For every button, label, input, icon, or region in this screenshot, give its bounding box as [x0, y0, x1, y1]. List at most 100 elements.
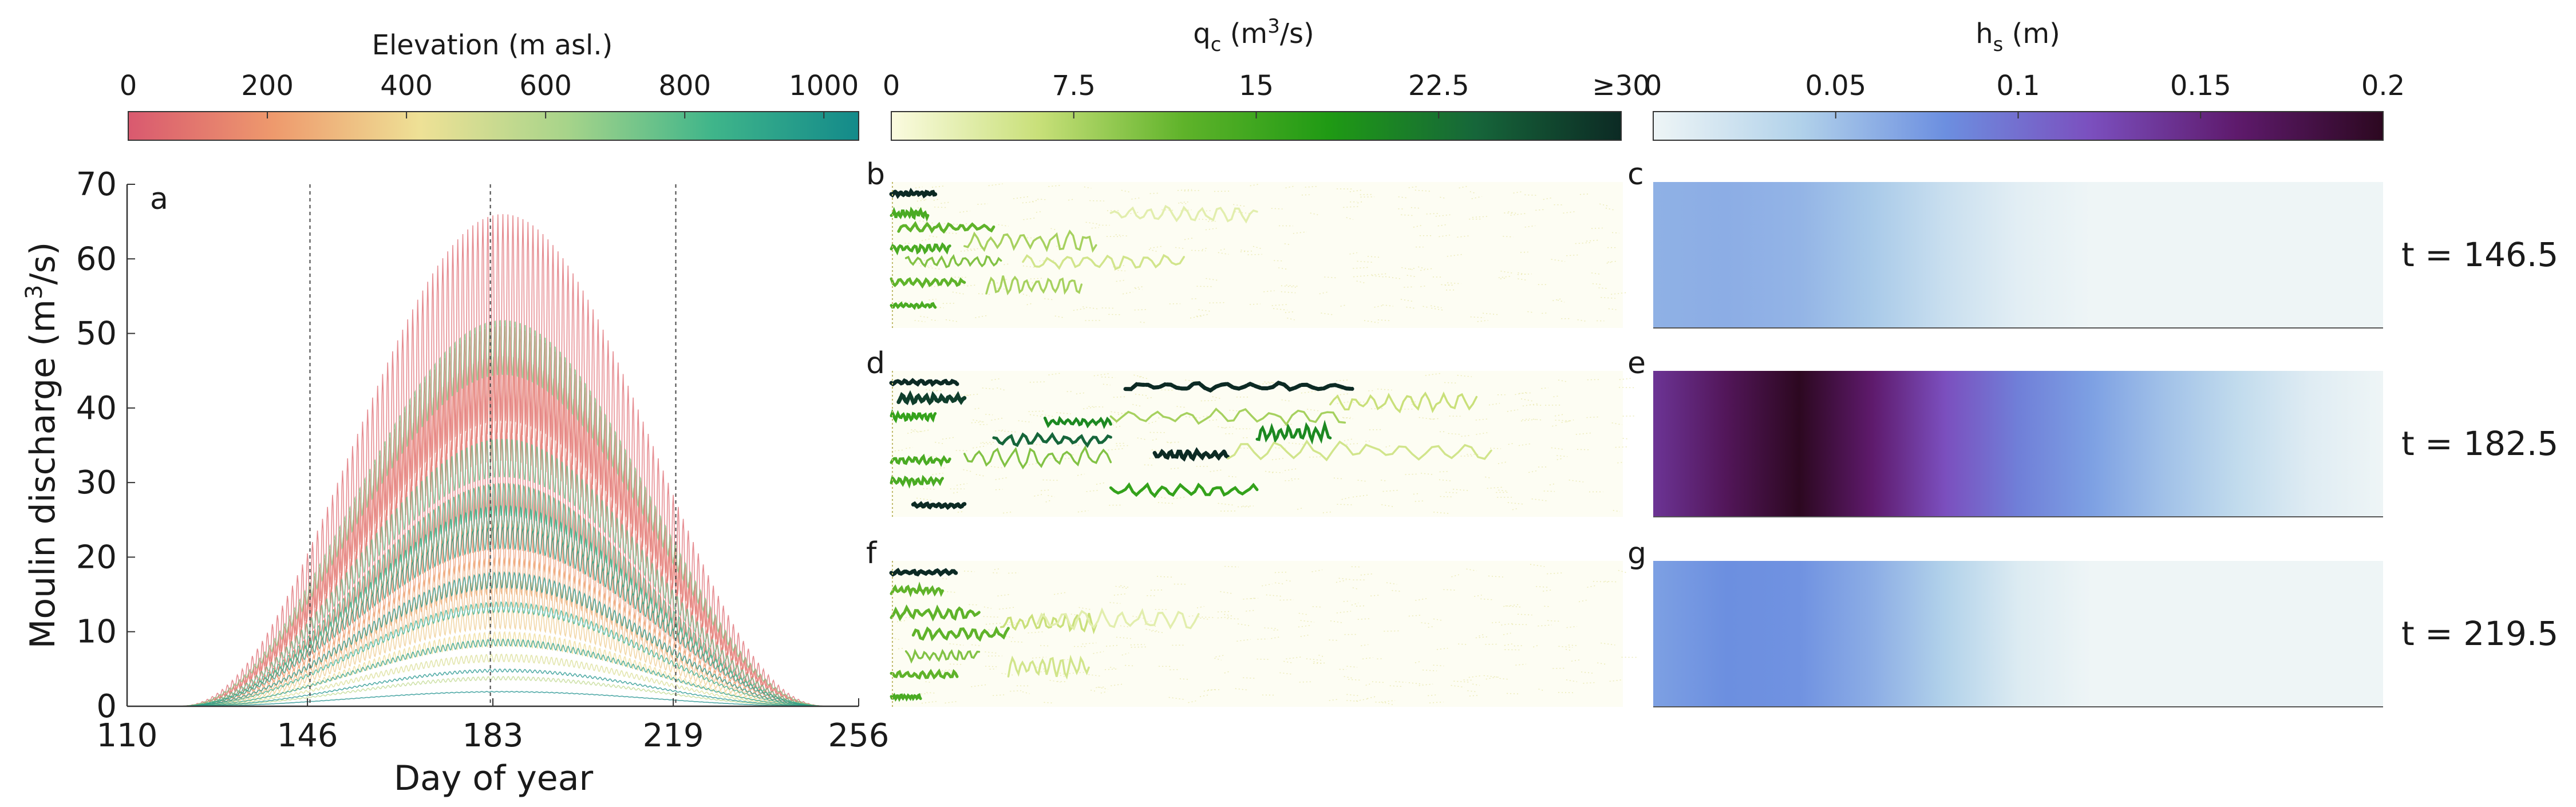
mesh-edge	[1093, 373, 1109, 377]
mesh-edge	[1130, 644, 1145, 646]
mesh-edge	[1151, 589, 1164, 591]
mesh-edge	[1619, 387, 1635, 389]
mesh-edge	[945, 232, 959, 234]
mesh-edge	[1298, 624, 1311, 628]
time-label-2: t = 182.5	[2401, 424, 2558, 463]
mesh-edge	[967, 284, 976, 287]
mesh-edge	[1056, 412, 1071, 414]
hs-title-sub: s	[1993, 33, 2004, 56]
mesh-edge	[1220, 248, 1227, 251]
mesh-edge	[1361, 644, 1369, 647]
mesh-edge	[1018, 420, 1032, 423]
discharge-series-line	[137, 571, 854, 706]
mesh-edge	[1313, 661, 1322, 664]
mesh-edge	[1218, 503, 1233, 506]
mesh-edge	[1336, 379, 1349, 382]
mesh-edge	[957, 282, 966, 286]
mesh-edge	[954, 394, 970, 396]
mesh-edge	[931, 185, 946, 188]
map-b-background	[891, 182, 1623, 328]
mesh-edge	[1273, 629, 1280, 631]
y-tick-label: 0	[96, 688, 117, 725]
mesh-edge	[1344, 676, 1352, 679]
mesh-edge	[1605, 207, 1614, 211]
mesh-edge	[1078, 607, 1093, 611]
mesh-edge	[1377, 319, 1392, 322]
mesh-edge	[1483, 675, 1500, 678]
mesh-edge	[1246, 610, 1255, 612]
map-e-sheet	[1653, 371, 2383, 517]
mesh-edge	[1504, 643, 1514, 646]
discharge-series-line	[137, 438, 854, 706]
mesh-edge	[1385, 445, 1392, 448]
mesh-edge	[1541, 387, 1548, 389]
mesh-edge	[1547, 620, 1561, 622]
elevation-colorbar-ticks: 0 200 400 600 800 1000	[120, 70, 859, 118]
qc-tick-label: 15	[1239, 70, 1274, 102]
map-f-channels	[889, 564, 1637, 706]
mesh-edge	[1077, 473, 1085, 476]
mesh-edge	[1544, 606, 1551, 607]
mesh-edge	[1082, 642, 1097, 644]
mesh-edge	[1409, 267, 1417, 270]
hs-tick-label: 0.1	[1996, 70, 2040, 102]
mesh-edge	[1346, 700, 1360, 702]
mesh-edge	[1297, 507, 1304, 510]
y-tick-label: 30	[76, 464, 117, 501]
panel-label-b: b	[866, 157, 885, 192]
mesh-edge	[1507, 502, 1524, 505]
map-b-channels	[889, 183, 1626, 323]
mesh-edge	[1556, 458, 1563, 460]
elevation-tick-label: 1000	[789, 70, 859, 102]
mesh-edge	[1086, 489, 1100, 492]
mesh-edge	[943, 221, 950, 224]
mesh-edge	[1286, 284, 1299, 287]
mesh-edge	[1408, 186, 1419, 188]
mesh-edge	[1279, 672, 1294, 675]
mesh-edge	[1457, 374, 1472, 377]
mesh-edge	[1217, 611, 1231, 612]
time-marker-lines	[309, 184, 677, 706]
mesh-edge	[1488, 575, 1503, 577]
mesh-edge	[1381, 480, 1388, 482]
mesh-edge	[1538, 689, 1545, 691]
qc-tick-label: 22.5	[1408, 70, 1469, 102]
mesh-edge	[1575, 242, 1590, 244]
mesh-edge	[1606, 261, 1614, 264]
panel-a: 110 146 183 219 256 0 10 20 30 40 50 60 70 Day of y…	[21, 166, 889, 798]
panel-label-g: g	[1627, 536, 1646, 571]
mesh-edge	[1469, 191, 1477, 195]
mesh-edge	[1140, 321, 1147, 323]
mesh-edge	[1148, 249, 1158, 252]
y-tick-label: 10	[76, 614, 117, 651]
map-g-sheet	[1653, 561, 2383, 707]
mesh-edge	[1223, 614, 1233, 617]
mesh-edge	[1310, 212, 1318, 216]
mesh-edge	[985, 622, 1002, 625]
mesh-edge	[1111, 683, 1123, 686]
mesh-edge	[963, 469, 971, 472]
mesh-edge	[1498, 461, 1508, 464]
mesh-edge	[915, 186, 923, 189]
mesh-edge	[1030, 414, 1044, 417]
mesh-edge	[1428, 626, 1434, 628]
mesh-edge	[1054, 592, 1067, 595]
mesh-edge	[1235, 211, 1251, 215]
mesh-edge	[1283, 424, 1293, 426]
channel-segment	[889, 378, 959, 387]
channel-segment	[1007, 654, 1090, 680]
channel-segment	[897, 221, 995, 234]
qc-tick-label: 0	[883, 70, 900, 102]
mesh-edge	[1558, 646, 1573, 648]
channel-segment	[896, 390, 967, 406]
mesh-edge	[916, 497, 932, 501]
channel-segment	[904, 648, 981, 664]
channel-segment	[1329, 391, 1478, 414]
mesh-edge	[1088, 406, 1104, 408]
mesh-edge	[1601, 296, 1615, 299]
mesh-edge	[920, 507, 935, 509]
mesh-edge	[1022, 265, 1038, 268]
mesh-edge	[1088, 674, 1101, 677]
mesh-edge	[921, 701, 938, 704]
mesh-edge	[1198, 616, 1214, 618]
